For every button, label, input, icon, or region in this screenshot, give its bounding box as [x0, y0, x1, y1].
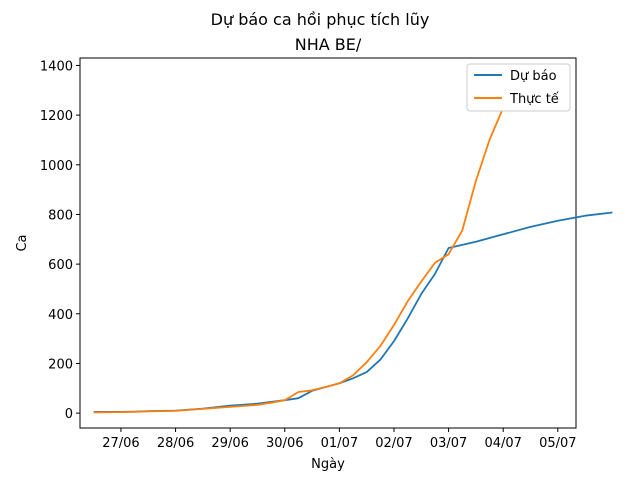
y-tick-label: 400: [48, 308, 73, 323]
legend: Dự báo Thực tế: [466, 63, 571, 112]
x-axis: 27/06 28/06 29/06 30/06 01/07 02/07 03/07 04/07…: [102, 428, 577, 451]
plot-area: [79, 57, 577, 429]
series-line-actual: [93, 72, 518, 414]
y-tick-label: 0: [65, 407, 73, 422]
x-tick-label: 28/06: [157, 436, 194, 451]
x-tick-label: 02/07: [375, 436, 412, 451]
y-tick-label: 1000: [40, 159, 73, 174]
legend-label-forecast: Dự báo: [510, 69, 557, 84]
y-tick-label: 200: [48, 357, 73, 372]
series-group: [93, 72, 613, 414]
chart-subtitle: NHA BE/: [295, 35, 362, 54]
y-axis-label: Ca: [15, 234, 30, 251]
y-tick-label: 1200: [40, 109, 73, 124]
y-tick-label: 800: [48, 208, 73, 223]
x-tick-label: 03/07: [430, 436, 467, 451]
x-axis-label: Ngày: [311, 457, 345, 472]
x-tick-label: 05/07: [539, 436, 576, 451]
series-line-forecast: [93, 211, 613, 413]
x-tick-label: 01/07: [321, 436, 358, 451]
chart-title: Dự báo ca hồi phục tích lũy: [211, 10, 430, 29]
x-tick-label: 04/07: [484, 436, 521, 451]
y-axis: 0 200 400 600 800 1000 1200 1400: [40, 59, 80, 422]
y-tick-label: 600: [48, 258, 73, 273]
x-tick-label: 29/06: [211, 436, 248, 451]
x-tick-label: 30/06: [266, 436, 303, 451]
y-tick-label: 1400: [40, 59, 73, 74]
x-tick-label: 27/06: [102, 436, 139, 451]
legend-label-actual: Thực tế: [509, 92, 559, 107]
